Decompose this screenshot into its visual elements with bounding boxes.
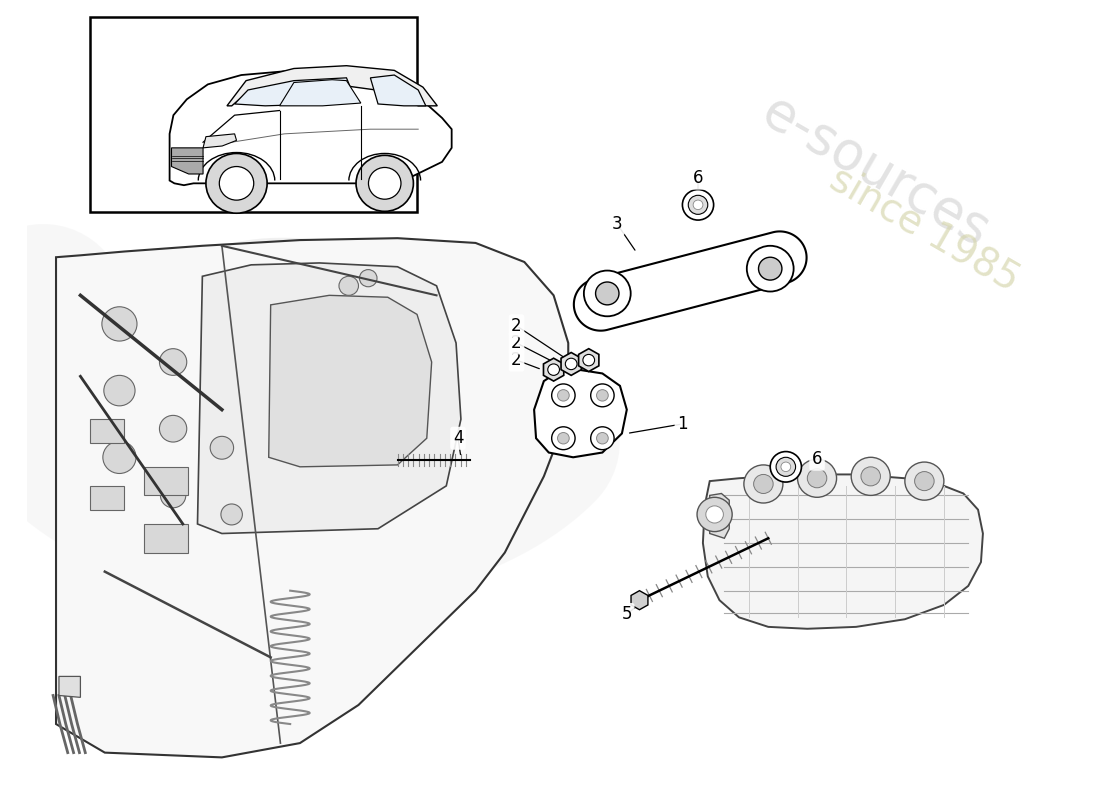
Text: 5: 5 <box>621 606 632 623</box>
Circle shape <box>591 427 614 450</box>
Polygon shape <box>234 78 356 106</box>
Circle shape <box>744 465 783 503</box>
Circle shape <box>693 200 703 210</box>
Circle shape <box>754 474 773 494</box>
Polygon shape <box>535 370 627 458</box>
Polygon shape <box>561 353 581 375</box>
Circle shape <box>558 390 569 401</box>
Polygon shape <box>710 494 729 538</box>
Circle shape <box>102 306 138 341</box>
Circle shape <box>356 155 414 211</box>
Circle shape <box>368 167 402 199</box>
Circle shape <box>584 270 630 316</box>
Circle shape <box>221 504 242 525</box>
Text: 3: 3 <box>612 215 623 233</box>
Circle shape <box>682 190 714 220</box>
Text: 1: 1 <box>678 415 688 433</box>
Polygon shape <box>579 349 598 371</box>
Circle shape <box>759 258 782 280</box>
Polygon shape <box>371 75 426 106</box>
Text: since 1985: since 1985 <box>823 159 1026 298</box>
Text: e: e <box>44 87 439 733</box>
Polygon shape <box>574 231 806 330</box>
Circle shape <box>339 276 359 295</box>
Circle shape <box>807 469 827 488</box>
Circle shape <box>770 451 802 482</box>
FancyBboxPatch shape <box>90 419 124 443</box>
FancyBboxPatch shape <box>90 17 417 213</box>
Circle shape <box>777 458 795 476</box>
Circle shape <box>595 282 619 305</box>
Polygon shape <box>59 677 80 698</box>
Polygon shape <box>268 295 431 467</box>
Polygon shape <box>56 238 569 758</box>
Circle shape <box>210 436 233 459</box>
Circle shape <box>103 375 135 406</box>
Circle shape <box>747 246 793 291</box>
Circle shape <box>689 195 707 214</box>
Circle shape <box>360 270 377 286</box>
Text: 4: 4 <box>453 430 463 447</box>
Circle shape <box>160 349 187 375</box>
Circle shape <box>565 358 578 370</box>
Circle shape <box>161 483 186 508</box>
Circle shape <box>861 467 880 486</box>
Polygon shape <box>631 590 648 610</box>
Text: e-sources: e-sources <box>752 86 999 258</box>
Circle shape <box>583 354 595 366</box>
Text: 6: 6 <box>812 450 823 468</box>
FancyBboxPatch shape <box>144 467 188 495</box>
Circle shape <box>548 364 560 375</box>
Circle shape <box>596 390 608 401</box>
Circle shape <box>851 458 890 495</box>
Polygon shape <box>204 134 236 148</box>
Circle shape <box>552 427 575 450</box>
Polygon shape <box>703 474 983 629</box>
FancyBboxPatch shape <box>144 524 188 553</box>
Text: 2: 2 <box>512 351 521 369</box>
Circle shape <box>160 415 187 442</box>
Text: 2: 2 <box>512 317 521 335</box>
FancyBboxPatch shape <box>90 486 124 510</box>
Text: 2: 2 <box>512 334 521 352</box>
Polygon shape <box>543 358 564 381</box>
Circle shape <box>591 384 614 406</box>
Circle shape <box>596 433 608 444</box>
Polygon shape <box>169 71 452 186</box>
Polygon shape <box>172 148 204 174</box>
Circle shape <box>706 506 724 523</box>
Circle shape <box>558 433 569 444</box>
Text: 6: 6 <box>693 169 703 187</box>
Circle shape <box>798 459 837 498</box>
Polygon shape <box>198 263 461 534</box>
Circle shape <box>697 498 733 531</box>
Polygon shape <box>227 66 438 106</box>
Circle shape <box>219 166 254 200</box>
Circle shape <box>552 384 575 406</box>
Circle shape <box>781 462 791 471</box>
Circle shape <box>206 154 267 214</box>
Circle shape <box>905 462 944 500</box>
Polygon shape <box>279 80 361 106</box>
Circle shape <box>103 441 136 474</box>
Circle shape <box>914 471 934 490</box>
